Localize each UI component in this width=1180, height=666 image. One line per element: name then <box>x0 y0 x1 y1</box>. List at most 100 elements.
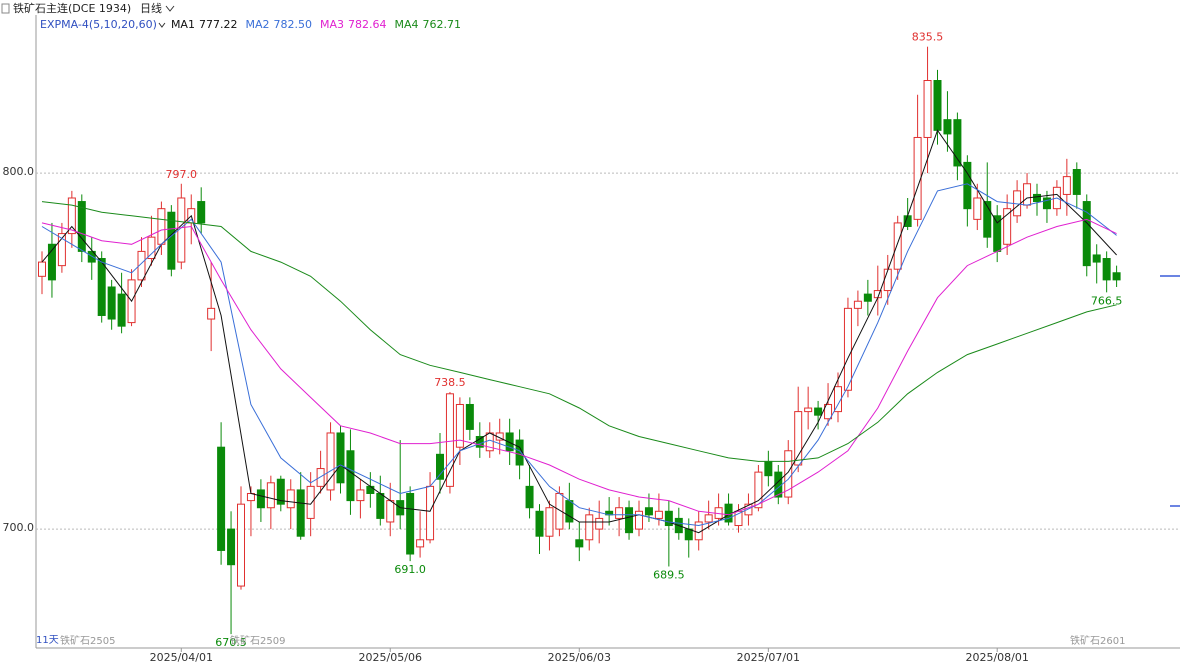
candle-body <box>654 510 663 519</box>
legend-value: 762.71 <box>423 18 462 31</box>
candle-body <box>824 403 833 420</box>
candle-body <box>704 514 713 523</box>
candle-body <box>943 119 952 135</box>
y-tick-label: 800.0 <box>3 165 35 178</box>
candle-body <box>525 485 534 509</box>
candle-body <box>356 489 365 502</box>
candle-body <box>137 250 146 281</box>
candle-body <box>684 528 693 541</box>
contract-label: 铁矿石2509 <box>230 634 285 647</box>
legend-value: 782.50 <box>273 18 312 31</box>
candle-body <box>436 453 444 480</box>
candle-body <box>1082 201 1091 267</box>
candle-body <box>1092 254 1101 263</box>
candle-body <box>923 80 932 138</box>
candle-body <box>67 197 76 235</box>
candle-body <box>843 307 852 391</box>
x-tick-label: 2025/07/01 <box>737 651 800 664</box>
contract-label: 铁矿石2505 <box>60 634 115 647</box>
candle-body <box>1112 272 1121 281</box>
candle-body <box>97 258 106 316</box>
candle-body <box>376 492 385 519</box>
candle-body <box>615 507 624 519</box>
period-chevron[interactable] <box>165 5 175 12</box>
candle-body <box>266 482 275 509</box>
ma-line <box>41 129 1117 534</box>
candle-body <box>416 539 425 548</box>
candle-body <box>764 460 773 477</box>
candle-body <box>1033 193 1041 203</box>
candle-body <box>794 411 803 466</box>
x-tick-label: 2025/05/06 <box>359 651 422 664</box>
extreme-label: 835.5 <box>912 31 944 44</box>
candle-body <box>585 514 594 541</box>
candle-body <box>1023 183 1032 206</box>
candle-body <box>1102 258 1111 281</box>
candle-body <box>475 436 484 448</box>
candle-body <box>913 136 922 220</box>
x-tick-label: 2025/06/03 <box>548 651 611 664</box>
candle-body <box>445 393 454 487</box>
legend-name: MA1 <box>171 18 195 31</box>
candle-body <box>1062 176 1071 195</box>
legend-value: 782.64 <box>348 18 387 31</box>
candle-body <box>286 489 295 509</box>
contract-label: 铁矿石2601 <box>1070 634 1125 647</box>
candle-body <box>754 471 763 509</box>
candle-body <box>973 197 982 220</box>
candle-body <box>426 485 435 541</box>
candle-body <box>157 208 166 245</box>
candle-body <box>346 450 355 502</box>
candle-body <box>744 503 753 516</box>
candle-body <box>207 307 216 320</box>
candle-body <box>814 407 823 416</box>
icon <box>1 3 10 14</box>
candle-body <box>276 478 285 505</box>
candle-body <box>1072 169 1081 195</box>
extreme-label: 670.5 <box>215 636 247 649</box>
candle-body <box>77 201 86 252</box>
extreme-label: 738.5 <box>434 376 466 389</box>
candle-body <box>933 80 942 131</box>
candle-body <box>147 236 156 260</box>
candle-body <box>505 432 514 452</box>
period-selector[interactable]: 日线 <box>140 1 162 15</box>
legend-name: MA3 <box>320 18 344 31</box>
candle-body <box>386 500 395 523</box>
indicator-chevron[interactable] <box>158 22 166 28</box>
candle-body <box>1042 197 1051 210</box>
ma-line <box>41 183 1117 527</box>
extreme-label: 691.0 <box>394 563 426 576</box>
candle-body <box>47 243 56 281</box>
candle-body <box>575 539 584 548</box>
ma-line <box>41 201 1117 462</box>
candle-body <box>256 489 265 509</box>
legend-name: MA4 <box>394 18 418 31</box>
candle-body <box>296 489 305 537</box>
candle-body <box>1003 208 1012 245</box>
indicator-name: EXPMA-4(5,10,20,60) <box>40 18 157 31</box>
candle-body <box>306 485 315 519</box>
candle-body <box>38 261 46 277</box>
candle-body <box>455 403 464 448</box>
symbol-title: 铁矿石主连(DCE 1934) <box>13 2 131 15</box>
candle-body <box>565 500 574 523</box>
candle-body <box>983 201 992 238</box>
candle-body <box>117 293 126 327</box>
extreme-label: 797.0 <box>166 168 198 181</box>
x-tick-label: 2025/08/01 <box>965 651 1028 664</box>
candle-body <box>625 507 634 534</box>
contract-days: 11天 <box>36 635 59 646</box>
candle-body <box>197 201 206 224</box>
candle-body <box>664 510 673 527</box>
legend-value: 777.22 <box>199 18 238 31</box>
candle-body <box>465 403 474 430</box>
extreme-label: 766.5 <box>1091 294 1123 307</box>
candle-body <box>953 119 962 167</box>
candle-body <box>237 503 245 587</box>
candle-body <box>316 468 325 487</box>
candle-body <box>863 293 872 302</box>
candle-body <box>57 233 66 267</box>
